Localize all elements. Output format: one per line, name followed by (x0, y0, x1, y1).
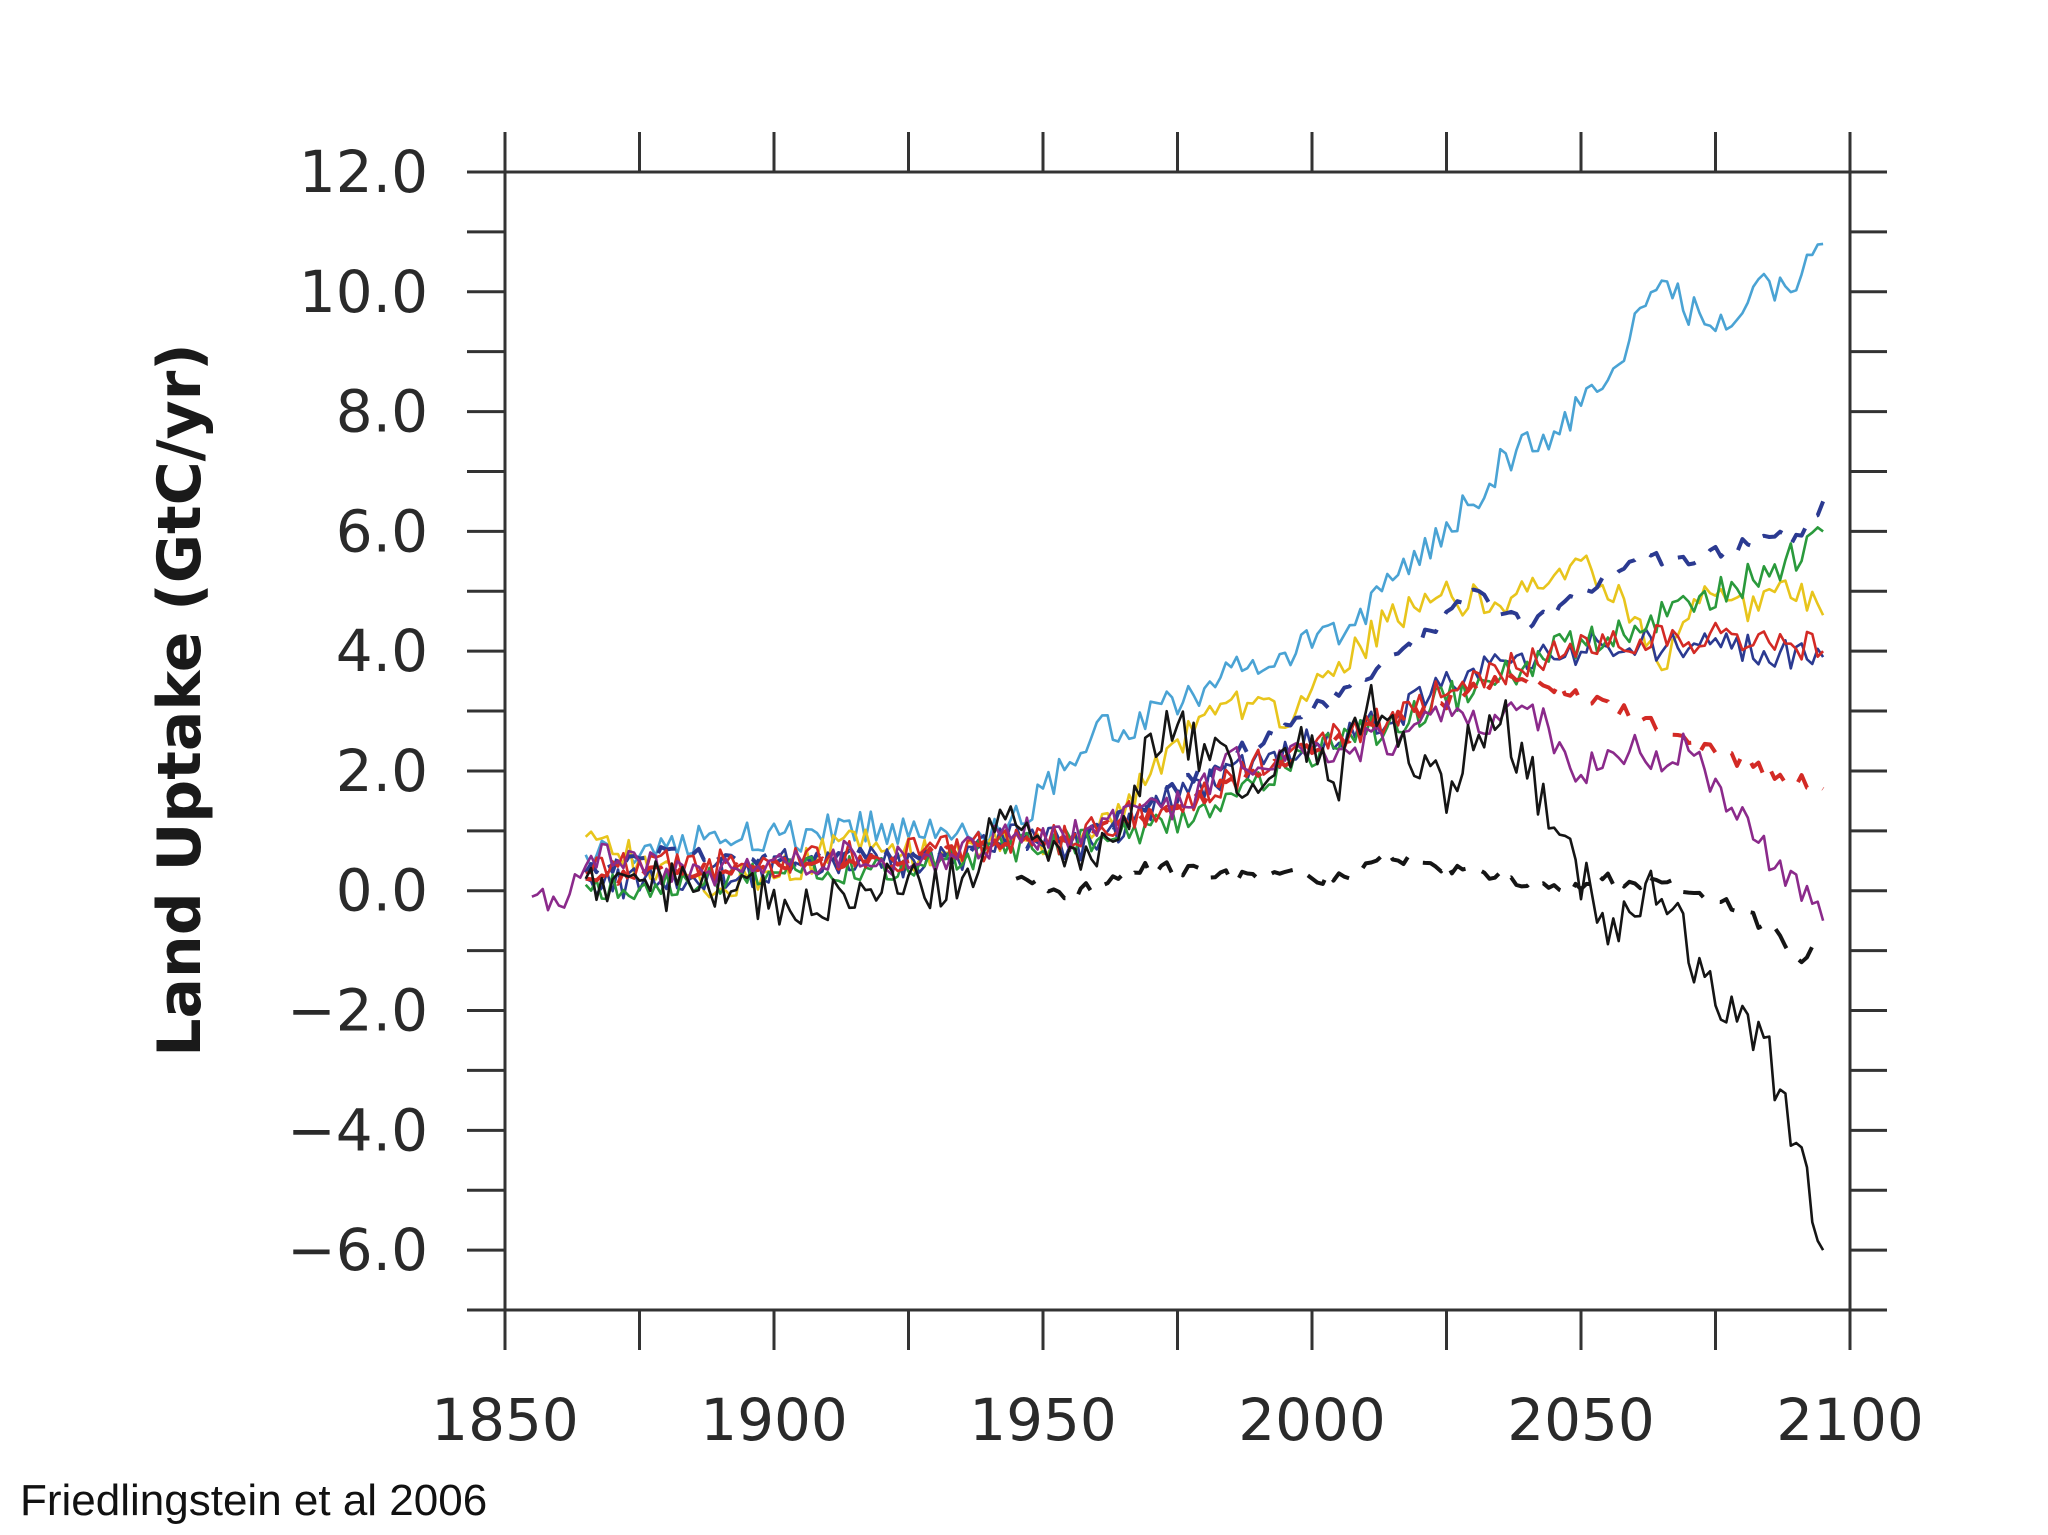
series-line-purple-model (531, 700, 1825, 922)
y-axis-label: Land Uptake (GtC/yr) (145, 343, 215, 1056)
y-tick-label: 6.0 (336, 497, 428, 565)
x-tick-label: 2000 (1238, 1386, 1386, 1454)
y-tick-label: 10.0 (299, 258, 428, 326)
x-tick-label: 1950 (969, 1386, 1117, 1454)
y-tick-label: 12.0 (299, 138, 428, 206)
y-tick-label: −4.0 (287, 1096, 428, 1164)
x-tick-label: 1850 (431, 1386, 579, 1454)
x-tick-label: 1900 (700, 1386, 848, 1454)
series-line-black-model (584, 683, 1825, 1251)
x-tick-label: 2050 (1507, 1386, 1655, 1454)
y-tick-label: 8.0 (336, 378, 428, 446)
series-layer (531, 242, 1825, 1251)
source-credit: Friedlingstein et al 2006 (20, 1476, 488, 1525)
y-tick-label: 4.0 (336, 617, 428, 685)
labels-layer: 1850 1900 1950 2000 2050 2100 12.0 10.0 8.0 6.0 4.… (287, 138, 1924, 1454)
x-tick-label: 2100 (1776, 1386, 1924, 1454)
series-line-yellow-model (584, 554, 1825, 899)
y-tick-label: 2.0 (336, 737, 428, 805)
series-line-red-dashed-model (585, 673, 1825, 886)
series-line-black-dashed-model (1015, 848, 1825, 965)
series-line-light-blue-model (584, 242, 1824, 870)
series-line-red-model (585, 621, 1825, 882)
y-tick-label: −2.0 (287, 977, 428, 1045)
y-tick-label: −6.0 (287, 1216, 428, 1284)
y-tick-label: 0.0 (336, 857, 428, 925)
axes-layer (467, 132, 1887, 1350)
